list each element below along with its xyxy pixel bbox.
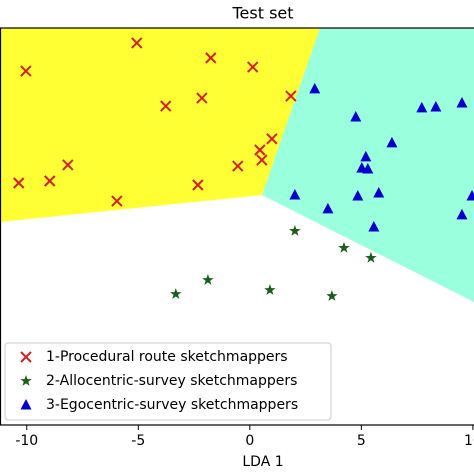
marker-star [338,241,350,253]
marker-triangle [416,101,428,113]
x-tick-label: 10 [464,433,474,449]
x-axis-label: LDA 1 [242,454,283,470]
marker-triangle [368,220,380,232]
marker-x [254,144,266,156]
x-tick-label: -5 [131,433,145,449]
x-tick-label: -10 [15,433,38,449]
marker-x [131,37,143,49]
marker-triangle [352,189,364,201]
marker-star [326,290,338,301]
marker-triangle [456,208,468,220]
marker-triangle [309,82,321,94]
marker-x [232,160,244,172]
plot-frame [0,27,474,426]
marker-x [13,177,25,189]
x-tick-label: 0 [245,433,254,449]
marker-star [170,288,182,299]
marker-x [44,175,56,187]
legend: 1-Procedural route sketchmappers 2-Alloce… [4,342,332,421]
marker-triangle [289,189,301,200]
chart-title: Test set [231,4,293,23]
marker-triangle [322,202,334,214]
marker-x [196,92,208,104]
marker-x [285,90,297,102]
marker-triangle [350,110,362,122]
marker-x [266,133,278,145]
marker-x [205,52,217,64]
marker-triangle [466,189,474,201]
marker-star [202,274,214,285]
marker-triangle [430,100,442,112]
marker-x [160,100,172,112]
x-tick-label: 5 [357,433,366,449]
marker-x [62,159,74,171]
legend-label: 3-Egocentric-survey sketchmappers [46,397,298,413]
marker-x [111,195,123,207]
region-procedural [0,28,320,222]
marker-triangle [362,162,374,174]
marker-x [247,61,259,73]
marker-star [365,251,377,263]
marker-triangle [373,187,385,198]
marker-triangle [360,150,372,162]
legend-box [4,342,332,421]
marker-x [20,65,32,77]
legend-label: 2-Allocentric-survey sketchmappers [46,373,297,389]
marker-star [264,284,276,295]
marker-x [256,154,268,166]
marker-triangle [456,96,468,108]
marker-star [20,375,32,386]
marker-x [20,351,32,363]
marker-x [192,179,204,191]
marker-triangle [386,136,398,148]
marker-triangle [20,399,32,410]
marker-star [289,225,301,236]
legend-label: 1-Procedural route sketchmappers [46,349,288,365]
